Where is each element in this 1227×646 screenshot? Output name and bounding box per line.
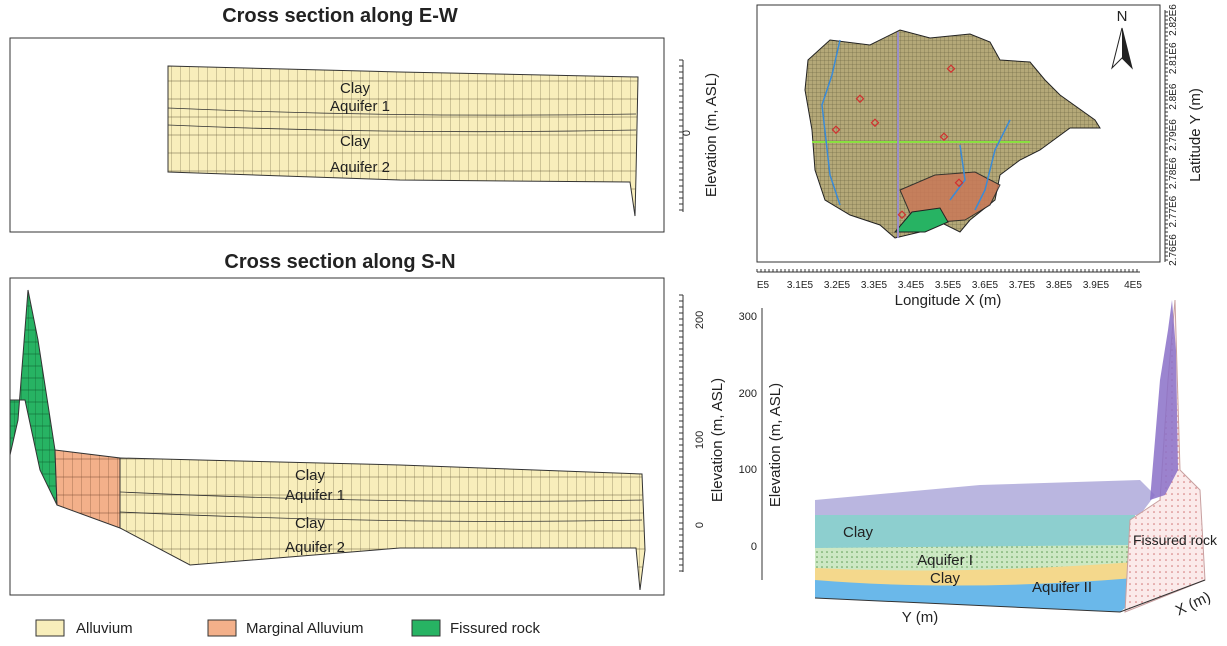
tick-label: E5 [757, 280, 770, 291]
axis [679, 295, 683, 572]
tick-label: 3.1E5 [787, 280, 814, 291]
tick-label: 2.76E6 [1168, 234, 1179, 266]
tick-label: 3.6E5 [972, 280, 999, 291]
tick-label: 2.79E6 [1168, 119, 1179, 151]
peak [1150, 300, 1178, 500]
tick-label: 300 [739, 311, 757, 323]
layer-label: Fissured rock [1133, 532, 1218, 548]
tick-label: 0 [681, 130, 693, 136]
layer-label: Aquifer 2 [330, 159, 390, 176]
tick-label: 100 [739, 464, 757, 476]
axis-label: X (m) [1173, 588, 1213, 619]
axis-label: Elevation (m, ASL) [709, 378, 726, 502]
tick-label: 3.9E5 [1083, 280, 1110, 291]
tick-label: 2.77E6 [1168, 195, 1179, 227]
layer-label: Clay [930, 570, 961, 587]
axis-label: Longitude X (m) [895, 292, 1002, 309]
north-label: N [1117, 8, 1128, 25]
axis-label: Elevation (m, ASL) [767, 383, 784, 507]
axis-label: Y (m) [902, 609, 938, 626]
tick-label: 200 [694, 311, 706, 329]
tick-label: 3.4E5 [898, 280, 925, 291]
tick-label: 200 [739, 388, 757, 400]
legend-label: Alluvium [76, 620, 133, 637]
tick-label: 2.81E6 [1168, 42, 1179, 74]
section-title: Cross section along S-N [224, 251, 455, 273]
tick-label: 0 [694, 522, 706, 528]
tick-label: 3.2E5 [824, 280, 851, 291]
tick-label: 4E5 [1124, 280, 1142, 291]
layer-label: Clay [295, 515, 326, 532]
layer-label: Aquifer II [1032, 579, 1092, 596]
tick-label: 100 [694, 431, 706, 449]
fissured-rock [10, 290, 57, 505]
layer-label: Aquifer 2 [285, 539, 345, 556]
legend-swatch [208, 620, 236, 636]
layer-label: Aquifer I [917, 552, 973, 569]
surface [815, 480, 1155, 517]
tick-label: 3.5E5 [935, 280, 962, 291]
tick-label: 3.3E5 [861, 280, 888, 291]
ew-body [168, 66, 638, 216]
layer-label: Aquifer 1 [330, 98, 390, 115]
axis: E5 3.1E5 3.2E5 3.3E5 3.4E5 3.5E5 3.6E5 3.7E5 3.8… [757, 269, 1142, 291]
figure: Cross section along E-W Clay Aquifer 1 C… [0, 0, 1227, 641]
tick-label: 2.78E6 [1168, 157, 1179, 189]
tick-label: 3.7E5 [1009, 280, 1036, 291]
layer-label: Clay [340, 133, 371, 150]
axis-label: Elevation (m, ASL) [703, 73, 720, 197]
layer-label: Clay [295, 467, 326, 484]
layer-label: Clay [340, 80, 371, 97]
layer-label: Aquifer 1 [285, 487, 345, 504]
legend-swatch [36, 620, 64, 636]
tick-label: 0 [751, 541, 757, 553]
legend-swatch [412, 620, 440, 636]
tick-label: 2.82E6 [1168, 4, 1179, 36]
axis-label: Latitude Y (m) [1187, 88, 1204, 182]
marginal-alluvium [55, 450, 120, 528]
layer-label: Clay [843, 524, 874, 541]
legend-label: Fissured rock [450, 620, 541, 637]
sn-body [120, 458, 645, 590]
axis: 2.76E6 2.77E6 2.78E6 2.79E6 2.8E6 2.81E6 2.82E… [1165, 4, 1179, 266]
tick-label: 2.8E6 [1168, 83, 1179, 110]
section-title: Cross section along E-W [222, 5, 458, 27]
tick-label: 3.8E5 [1046, 280, 1073, 291]
legend-label: Marginal Alluvium [246, 620, 364, 637]
